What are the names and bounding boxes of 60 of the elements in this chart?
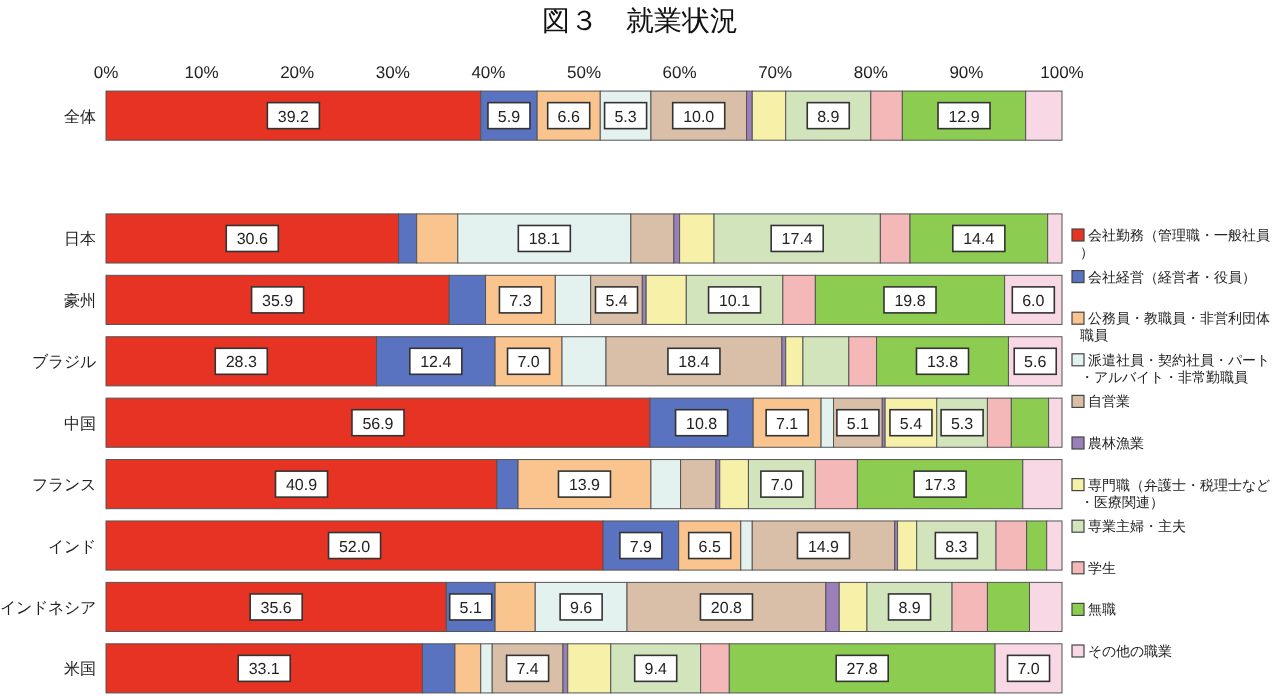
data-label: 7.0 xyxy=(517,353,541,372)
data-label: 7.4 xyxy=(516,660,540,679)
x-tick-label: 60% xyxy=(662,62,698,82)
data-label: 6.0 xyxy=(1022,291,1046,310)
data-label: 20.8 xyxy=(710,598,744,617)
data-label: 27.8 xyxy=(846,660,879,679)
data-label: 8.3 xyxy=(945,537,969,556)
data-label: 9.6 xyxy=(570,598,594,617)
data-label: 13.9 xyxy=(568,476,602,495)
x-tick-label: 30% xyxy=(375,62,411,82)
data-label: 33.1 xyxy=(248,660,281,679)
data-label: 7.9 xyxy=(629,537,654,556)
chart-title: 図３ 就業状況 xyxy=(542,4,738,36)
data-label: 5.3 xyxy=(614,107,638,126)
data-label: 56.9 xyxy=(362,414,395,433)
data-label: 17.4 xyxy=(781,230,814,249)
data-label: 14.9 xyxy=(807,537,841,556)
data-label: 12.4 xyxy=(420,353,453,372)
data-label: 14.4 xyxy=(963,230,996,249)
x-tick-label: 50% xyxy=(566,62,602,82)
data-label: 35.6 xyxy=(260,598,293,617)
data-label: 28.3 xyxy=(225,353,258,372)
data-label: 39.2 xyxy=(277,107,311,126)
data-label: 10.0 xyxy=(683,107,716,126)
data-label: 17.3 xyxy=(924,476,957,495)
data-label: 5.4 xyxy=(899,414,924,433)
x-tick-label: 0% xyxy=(93,62,120,82)
data-label: 7.1 xyxy=(776,414,800,433)
data-label: 12.9 xyxy=(948,107,981,126)
x-tick-label: 10% xyxy=(184,62,220,82)
data-label: 18.1 xyxy=(528,230,561,249)
data-label: 5.1 xyxy=(846,414,871,433)
data-label: 13.8 xyxy=(926,353,960,372)
data-label: 7.0 xyxy=(770,476,795,495)
data-label: 30.6 xyxy=(236,230,269,249)
data-label: 5.1 xyxy=(459,598,483,617)
data-label: 9.4 xyxy=(644,660,668,679)
x-tick-label: 80% xyxy=(853,62,889,82)
data-label: 5.3 xyxy=(950,414,975,433)
data-label: 8.9 xyxy=(817,107,841,126)
data-label: 6.5 xyxy=(698,537,722,556)
data-label: 18.4 xyxy=(678,353,711,372)
data-label: 35.9 xyxy=(262,291,295,310)
data-label: 7.3 xyxy=(509,291,533,310)
data-label: 6.6 xyxy=(557,107,581,126)
data-label: 7.0 xyxy=(1017,660,1041,679)
data-label: 19.8 xyxy=(894,291,927,310)
x-tick-label: 20% xyxy=(280,62,316,82)
x-tick-label: 40% xyxy=(471,62,507,82)
data-label: 10.1 xyxy=(718,291,752,310)
x-tick-label: 90% xyxy=(949,62,985,82)
x-tick-label: 100% xyxy=(1040,62,1085,82)
data-label: 52.0 xyxy=(338,537,372,556)
data-label: 5.6 xyxy=(1024,353,1048,372)
data-label: 8.9 xyxy=(898,598,922,617)
x-tick-label: 70% xyxy=(758,62,794,82)
data-label: 10.8 xyxy=(686,414,719,433)
data-label: 5.4 xyxy=(605,291,629,310)
data-label: 5.9 xyxy=(497,107,522,126)
data-label: 40.9 xyxy=(285,476,319,495)
